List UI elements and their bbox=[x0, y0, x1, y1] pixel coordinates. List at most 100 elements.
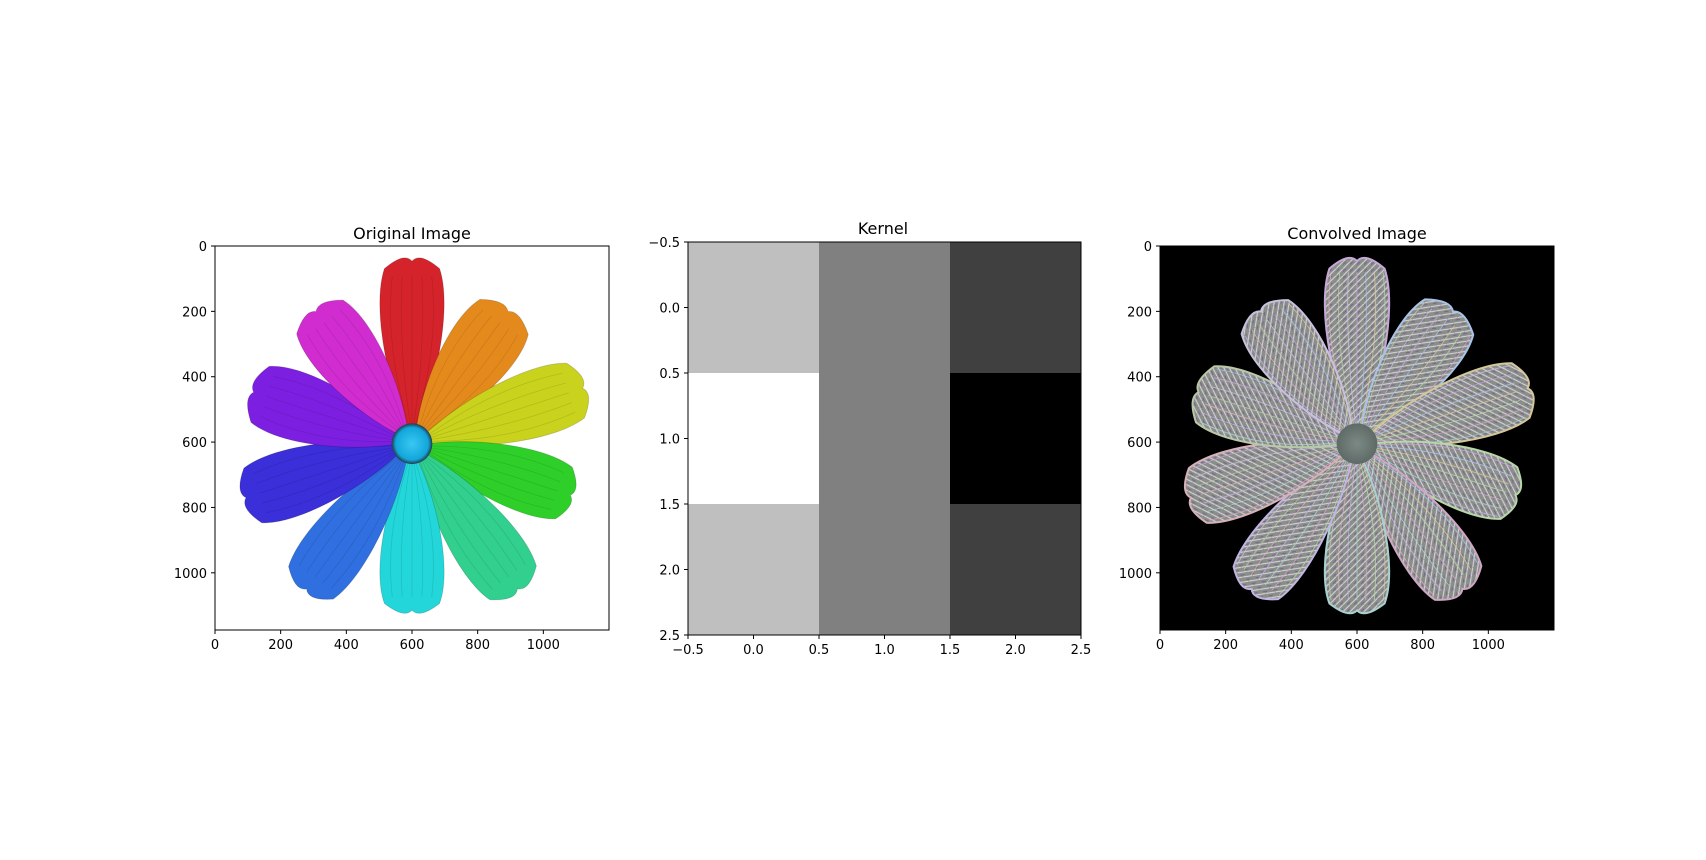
edge-vein bbox=[1356, 272, 1377, 436]
petal bbox=[296, 299, 409, 440]
petal-vein bbox=[331, 316, 408, 438]
petal-vein bbox=[411, 451, 424, 597]
y-tick-label: 1000 bbox=[1119, 567, 1152, 582]
x-tick-label: −0.5 bbox=[672, 643, 704, 658]
edge-center bbox=[1336, 423, 1378, 465]
petal-vein bbox=[419, 445, 555, 501]
original-image-title: Original Image bbox=[353, 224, 471, 243]
x-tick-label: 1.0 bbox=[874, 643, 895, 658]
edge-vein bbox=[1264, 449, 1353, 586]
petal-vein bbox=[390, 451, 413, 597]
edge-vein bbox=[1356, 451, 1377, 601]
edge-vein bbox=[1364, 391, 1518, 442]
edge-vein bbox=[1364, 445, 1509, 485]
flower-center bbox=[391, 423, 433, 465]
kernel-cells bbox=[688, 242, 1082, 636]
y-tick-label: 800 bbox=[1127, 501, 1152, 516]
kernel-cell bbox=[819, 504, 951, 636]
edge-vein bbox=[1243, 449, 1353, 570]
y-tick-label: 2.5 bbox=[659, 629, 680, 644]
petal-vein bbox=[306, 449, 408, 572]
edge-petal bbox=[1359, 446, 1483, 601]
petal-vein bbox=[340, 310, 408, 438]
x-tick-label: 200 bbox=[268, 638, 293, 653]
petal-vein bbox=[390, 276, 413, 436]
edge-vein bbox=[1361, 319, 1448, 438]
x-tick-label: 400 bbox=[334, 638, 359, 653]
edge-vein bbox=[1361, 302, 1425, 438]
y-tick-label: −0.5 bbox=[648, 236, 680, 251]
edge-vein bbox=[1361, 324, 1456, 438]
edge-vein bbox=[1361, 450, 1442, 591]
petal-vein bbox=[416, 334, 518, 438]
petal-vein bbox=[416, 449, 526, 566]
edge-vein bbox=[1201, 445, 1350, 495]
petal bbox=[416, 441, 577, 520]
petal-vein bbox=[419, 445, 552, 510]
petal-vein bbox=[411, 451, 434, 597]
kernel-title: Kernel bbox=[858, 219, 908, 238]
edge-vein bbox=[1281, 308, 1353, 438]
x-tick-label: 2.5 bbox=[1071, 643, 1092, 658]
petal-vein bbox=[411, 276, 424, 436]
edge-vein bbox=[1364, 445, 1501, 509]
petal-vein bbox=[330, 450, 408, 589]
edge-vein bbox=[1364, 408, 1523, 442]
petal-vein bbox=[416, 450, 501, 584]
y-tick-label: 0.0 bbox=[659, 302, 680, 317]
y-tick-label: 200 bbox=[1127, 305, 1152, 320]
petal-vein bbox=[416, 322, 501, 438]
petal-vein bbox=[259, 445, 405, 494]
petal-vein bbox=[411, 276, 434, 436]
edge-vein bbox=[1259, 324, 1353, 438]
petal-vein bbox=[306, 334, 408, 438]
edge-vein bbox=[1198, 445, 1350, 487]
y-tick-label: 0 bbox=[199, 240, 207, 255]
edge-vein bbox=[1364, 399, 1521, 442]
kernel-cell bbox=[688, 504, 820, 636]
y-tick-label: 0 bbox=[1144, 240, 1152, 255]
x-tick-label: 600 bbox=[1345, 638, 1370, 653]
edge-vein bbox=[1364, 382, 1515, 442]
kernel-ticks: −0.5 0.0 0.5 1.0 1.5 2.0 2.5−0.50.00.51.01.52.… bbox=[648, 236, 1091, 658]
edge-vein bbox=[1356, 272, 1367, 436]
petal-vein bbox=[416, 449, 518, 572]
petal-vein bbox=[266, 396, 405, 442]
x-tick-label: 200 bbox=[1213, 638, 1238, 653]
petal-vein bbox=[416, 449, 510, 578]
y-tick-label: 400 bbox=[1127, 371, 1152, 386]
edge-vein bbox=[1364, 445, 1506, 493]
edge-vein bbox=[1203, 445, 1350, 504]
kernel-axes: Kernel −0.5 0.0 0.5 1.0 1.5 2.0 2.5−0.50.00.51… bbox=[648, 219, 1091, 658]
x-tick-label: 400 bbox=[1279, 638, 1304, 653]
edge-vein bbox=[1361, 449, 1450, 586]
edge-vein bbox=[1244, 335, 1353, 438]
edge-vein bbox=[1347, 272, 1358, 436]
petal-vein bbox=[419, 392, 569, 442]
petal-vein bbox=[253, 445, 405, 475]
edge-vein bbox=[1271, 450, 1353, 591]
petal-vein bbox=[419, 402, 572, 442]
x-tick-label: 1000 bbox=[1472, 638, 1505, 653]
edge-vein bbox=[1361, 449, 1464, 575]
petal-vein bbox=[269, 386, 405, 442]
petal-vein bbox=[419, 382, 566, 442]
edge-vein bbox=[1364, 445, 1504, 501]
petal-vein bbox=[416, 309, 484, 438]
petal-vein bbox=[322, 450, 408, 583]
edge-vein bbox=[1356, 451, 1386, 601]
edge-vein bbox=[1273, 314, 1353, 438]
petal-vein bbox=[256, 445, 405, 484]
edge-vein bbox=[1251, 330, 1353, 438]
edge-vein bbox=[1347, 451, 1358, 601]
edge-vein bbox=[1361, 313, 1440, 438]
kernel-cell bbox=[819, 242, 951, 374]
edge-vein bbox=[1208, 394, 1350, 442]
edge-petal bbox=[1232, 446, 1355, 601]
petal bbox=[416, 362, 590, 447]
flower-petals bbox=[239, 257, 590, 614]
x-tick-label: 800 bbox=[1410, 638, 1435, 653]
petal-vein bbox=[419, 445, 561, 483]
edge-vein bbox=[1250, 449, 1353, 576]
petal bbox=[239, 440, 408, 524]
